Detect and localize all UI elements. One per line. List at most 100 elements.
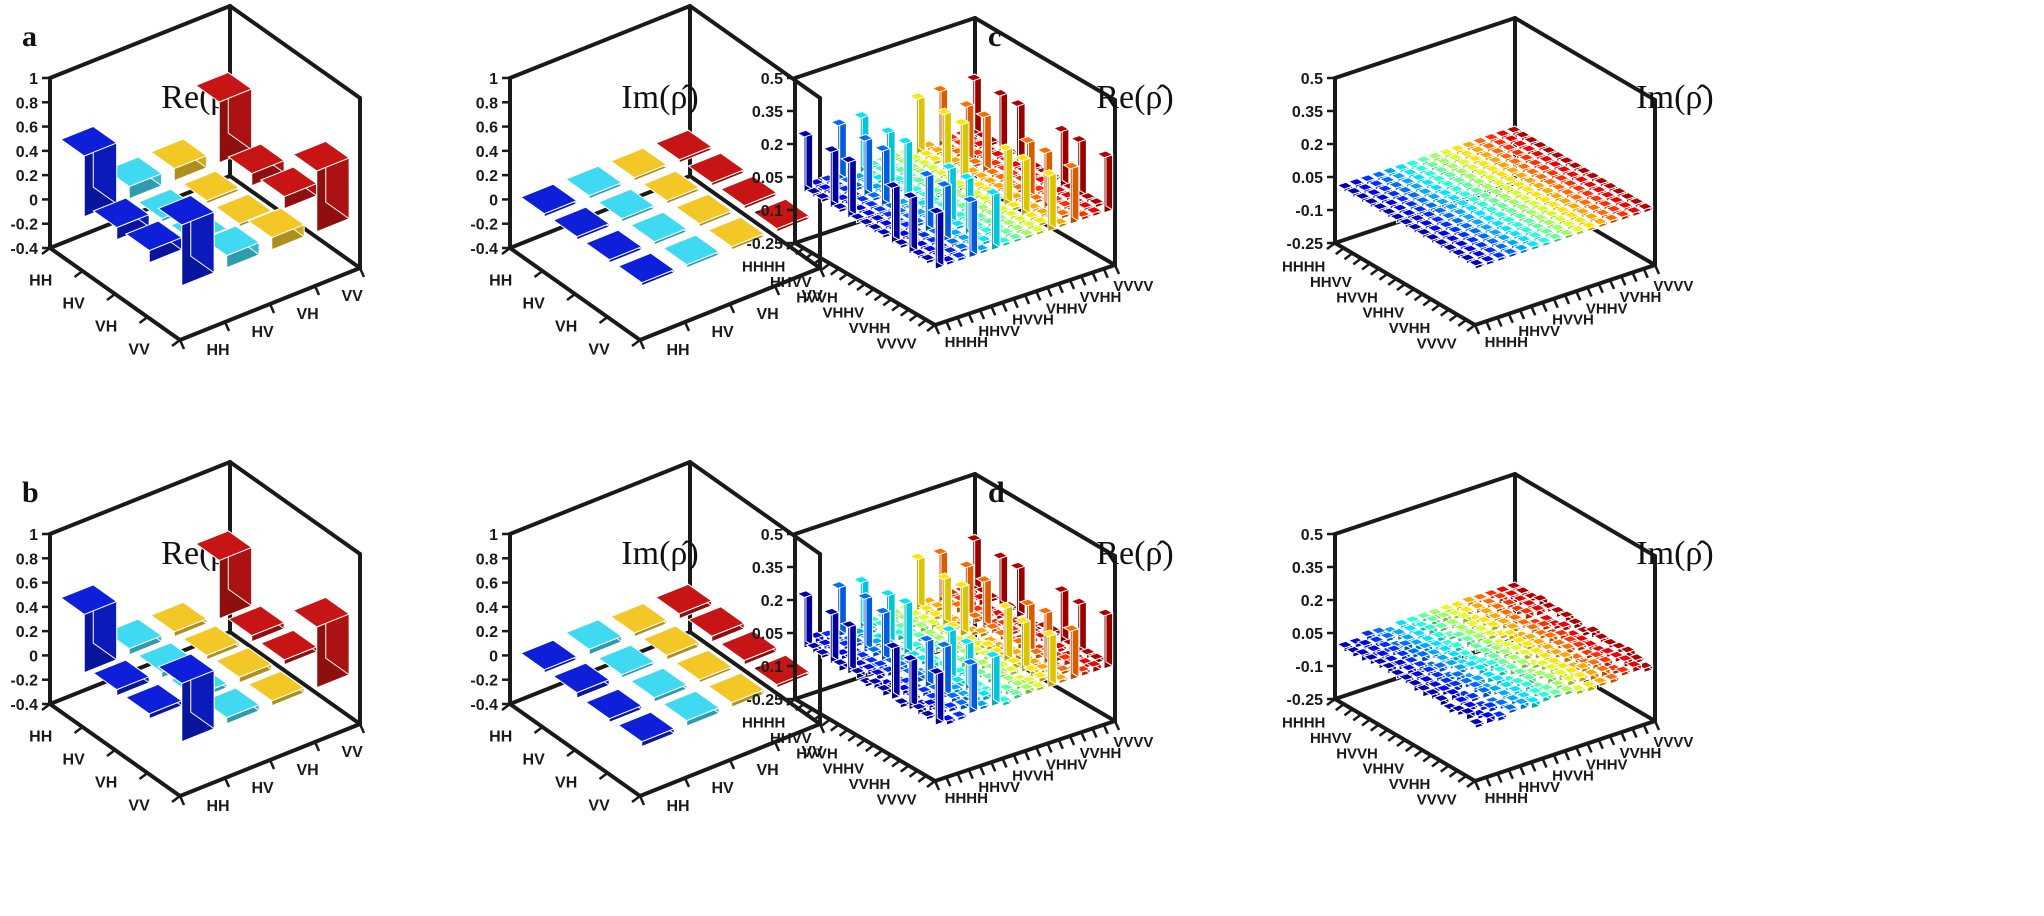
bar <box>1598 190 1617 202</box>
bar <box>917 603 936 617</box>
bar <box>1458 634 1477 649</box>
bar <box>1443 161 1462 174</box>
z-tick-label: 0.5 <box>761 71 783 88</box>
bar <box>1548 223 1567 235</box>
bar <box>917 169 936 233</box>
z-tick-label: 0 <box>29 192 38 209</box>
z-tick-label: -0.25 <box>747 692 784 709</box>
col-label: VVVV <box>1113 278 1153 295</box>
row-label: VVVV <box>877 335 917 352</box>
bar <box>1481 700 1499 714</box>
row-label: HHVV <box>770 730 812 747</box>
z-tick-label: 0.8 <box>16 551 38 568</box>
bar <box>949 250 968 263</box>
bar <box>124 220 183 264</box>
z-tick-label: 1 <box>29 71 38 88</box>
bar <box>934 107 953 171</box>
bar <box>629 667 688 703</box>
bar <box>1423 614 1442 628</box>
bar <box>901 653 919 711</box>
bar <box>662 234 721 269</box>
bars <box>796 533 1114 726</box>
col-label: HH <box>667 342 690 359</box>
bar <box>996 143 1014 207</box>
bar <box>157 652 216 743</box>
bar <box>1471 662 1489 677</box>
bars <box>59 71 351 287</box>
bar <box>1547 191 1566 203</box>
col-label: HHHH <box>1485 790 1528 807</box>
bar <box>839 155 858 219</box>
bar <box>909 248 928 260</box>
bar <box>934 179 953 244</box>
panel-d-imag: 0.50.350.20.05-0.1-0.25Im(ρ̂)HHHHHHVVHVV… <box>1282 472 1714 808</box>
bar <box>983 650 1002 707</box>
z-tick-label: 0.2 <box>16 624 38 641</box>
bar <box>1472 240 1491 252</box>
z-tick-label: 0.4 <box>16 600 38 617</box>
col-label: HVVH <box>1552 312 1594 329</box>
z-tick-label: 0.2 <box>476 624 498 641</box>
bar <box>934 640 953 700</box>
bar <box>1429 174 1448 186</box>
bar <box>1457 605 1476 618</box>
bar <box>1613 665 1632 677</box>
bar <box>1579 220 1598 233</box>
z-tick-label: 0.8 <box>476 95 498 112</box>
z-tick-label: -0.25 <box>747 236 784 253</box>
bar <box>1443 687 1462 702</box>
bar <box>1474 685 1493 700</box>
bar <box>952 117 971 181</box>
z-tick-label: 1 <box>489 71 498 88</box>
z-tick-label: 0.6 <box>16 576 38 593</box>
col-label: HHHH <box>945 334 988 351</box>
bar <box>873 143 892 208</box>
bar <box>1561 178 1579 191</box>
z-tick-label: 0.05 <box>1292 626 1323 643</box>
z-tick-label: -0.1 <box>1295 659 1323 676</box>
bar <box>1336 181 1354 193</box>
bar <box>1052 124 1071 188</box>
panel-c-imag: 0.50.350.20.05-0.1-0.25Im(ρ̂)HHHHHHVVHVV… <box>1282 16 1714 352</box>
bar <box>1557 228 1576 240</box>
col-label: VV <box>802 744 824 761</box>
row-label: VHHV <box>1362 305 1404 322</box>
bar <box>1078 647 1097 660</box>
bar <box>1491 591 1509 606</box>
bar <box>1486 155 1504 167</box>
bar <box>912 620 931 635</box>
bar <box>1474 159 1493 171</box>
bar <box>1566 617 1584 630</box>
z-tick-label: -0.4 <box>470 241 498 258</box>
bar <box>1466 226 1484 238</box>
bar <box>1602 213 1621 225</box>
bar <box>868 667 887 681</box>
bar <box>969 179 988 192</box>
bar <box>1397 217 1416 229</box>
col-label: HH <box>207 342 230 359</box>
bar <box>1432 693 1451 707</box>
bar <box>1416 641 1434 655</box>
col-label: VVVV <box>1653 734 1693 751</box>
z-tick-label: 0.8 <box>476 551 498 568</box>
row-label: VVVV <box>1417 335 1457 352</box>
bar <box>1388 212 1407 224</box>
bar <box>1457 221 1476 233</box>
bar <box>883 641 902 701</box>
row-label: HHHH <box>1282 259 1325 276</box>
bar <box>1489 250 1508 263</box>
bar <box>1062 623 1081 681</box>
z-tick-label: 0.35 <box>752 104 783 121</box>
bar <box>687 605 746 643</box>
panel-title: Im(ρ̂) <box>621 535 698 572</box>
bar <box>1447 640 1466 654</box>
panel-title: Re(ρ̂) <box>1096 535 1173 572</box>
bar <box>964 73 983 137</box>
bar <box>991 88 1009 152</box>
bar <box>1458 706 1477 721</box>
bar <box>1517 606 1536 621</box>
bar <box>1546 687 1564 700</box>
z-tick-label: 1 <box>489 527 498 544</box>
z-tick-label: -0.25 <box>1287 236 1324 253</box>
bar <box>1008 98 1027 163</box>
